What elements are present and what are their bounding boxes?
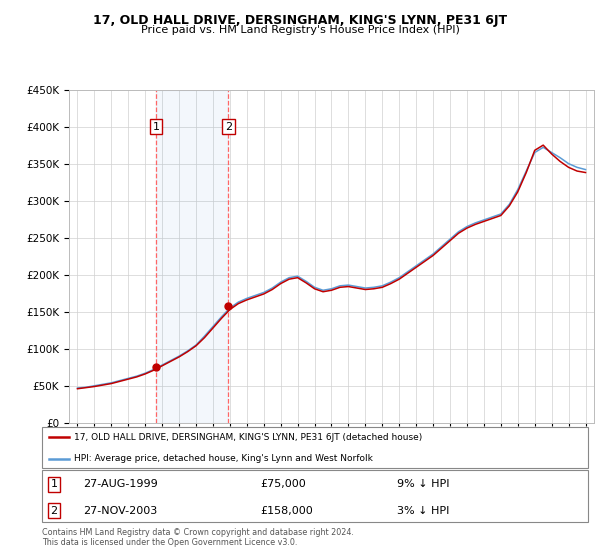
- Text: Contains HM Land Registry data © Crown copyright and database right 2024.
This d: Contains HM Land Registry data © Crown c…: [42, 528, 354, 547]
- Text: 9% ↓ HPI: 9% ↓ HPI: [397, 479, 449, 489]
- Bar: [156, 90, 228, 423]
- Text: 1: 1: [50, 479, 58, 489]
- FancyBboxPatch shape: [42, 470, 588, 522]
- Text: 2: 2: [50, 506, 58, 516]
- Text: HPI: Average price, detached house, King's Lynn and West Norfolk: HPI: Average price, detached house, King…: [74, 454, 373, 463]
- Text: 3% ↓ HPI: 3% ↓ HPI: [397, 506, 449, 516]
- Text: 17, OLD HALL DRIVE, DERSINGHAM, KING'S LYNN, PE31 6JT (detached house): 17, OLD HALL DRIVE, DERSINGHAM, KING'S L…: [74, 433, 422, 442]
- FancyBboxPatch shape: [42, 427, 588, 468]
- Text: 27-NOV-2003: 27-NOV-2003: [83, 506, 157, 516]
- Text: Price paid vs. HM Land Registry's House Price Index (HPI): Price paid vs. HM Land Registry's House …: [140, 25, 460, 35]
- Text: 1: 1: [153, 122, 160, 132]
- Text: 27-AUG-1999: 27-AUG-1999: [83, 479, 158, 489]
- Text: 17, OLD HALL DRIVE, DERSINGHAM, KING'S LYNN, PE31 6JT: 17, OLD HALL DRIVE, DERSINGHAM, KING'S L…: [93, 14, 507, 27]
- Text: 2: 2: [224, 122, 232, 132]
- Text: £75,000: £75,000: [260, 479, 306, 489]
- Text: £158,000: £158,000: [260, 506, 313, 516]
